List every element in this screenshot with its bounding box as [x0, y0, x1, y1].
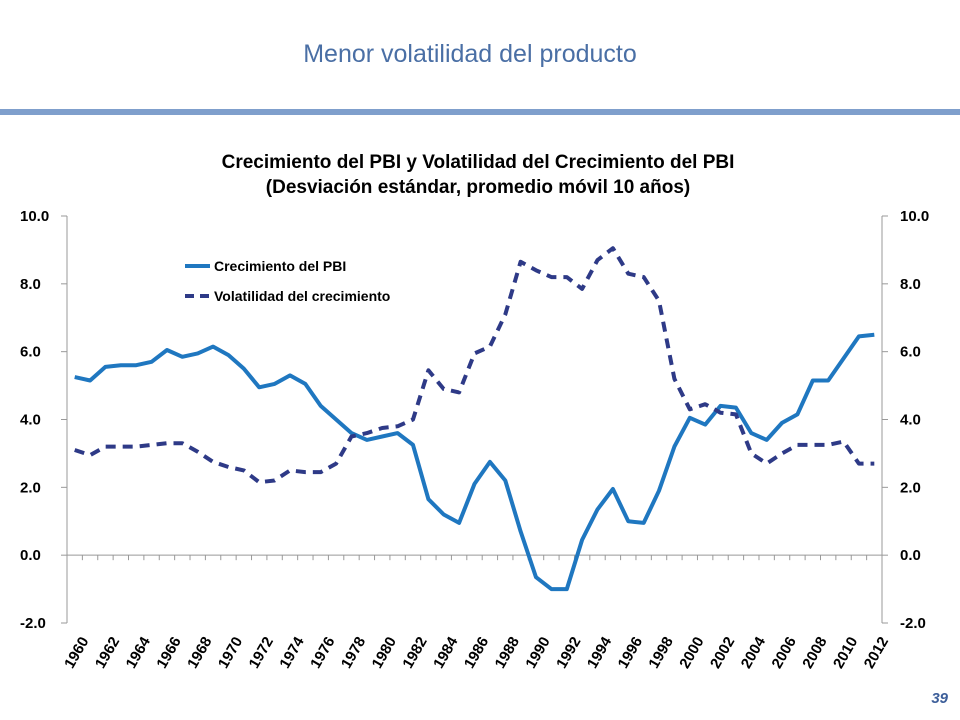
y-tick-label-left: 10.0	[20, 208, 49, 225]
x-tick-label: 1966	[153, 634, 184, 671]
y-tick-label-right: 4.0	[900, 412, 921, 429]
x-tick-label: 1992	[553, 634, 584, 671]
title-divider	[0, 109, 960, 115]
page-number: 39	[931, 690, 948, 707]
x-tick-label: 1986	[461, 634, 492, 671]
x-tick-label: 1968	[184, 634, 215, 671]
legend-label: Volatilidad del crecimiento	[214, 288, 390, 304]
x-tick-label: 1980	[369, 634, 400, 671]
x-tick-label: 1970	[215, 634, 246, 671]
y-tick-label-right: 2.0	[900, 479, 921, 496]
chart-title-line-2: (Desviación estándar, promedio móvil 10 …	[266, 177, 690, 198]
series-line-volatilidad	[74, 246, 875, 485]
series-line-crecimiento	[74, 332, 875, 592]
x-tick-label: 1982	[399, 634, 430, 671]
x-tick-label: 1964	[123, 633, 155, 671]
y-tick-label-left: 8.0	[20, 276, 41, 293]
x-tick-label: 2000	[676, 634, 707, 671]
y-tick-label-left: 4.0	[20, 412, 41, 429]
x-tick-label: 1984	[430, 633, 462, 671]
y-tick-label-right: 8.0	[900, 276, 921, 293]
x-tick-label: 2002	[707, 634, 738, 671]
x-tick-label: 2008	[799, 634, 830, 671]
y-tick-label-left: 2.0	[20, 479, 41, 496]
y-tick-label-right: 6.0	[900, 344, 921, 361]
x-tick-label: 1962	[92, 634, 123, 671]
x-tick-label: 1972	[246, 634, 277, 671]
chart-title-line-1: Crecimiento del PBI y Volatilidad del Cr…	[222, 152, 735, 173]
x-tick-label: 2010	[830, 634, 861, 671]
x-tick-label: 1988	[492, 634, 523, 671]
x-tick-label: 2004	[738, 633, 770, 671]
x-tick-label: 2012	[861, 634, 892, 671]
x-tick-label: 1994	[584, 633, 616, 671]
y-tick-label-right: 10.0	[900, 208, 929, 225]
x-tick-label: 1990	[522, 634, 553, 671]
y-tick-label-right: 0.0	[900, 547, 921, 564]
y-tick-label-right: -2.0	[900, 615, 926, 632]
y-tick-label-left: 0.0	[20, 547, 41, 564]
x-tick-label: 1996	[615, 634, 646, 671]
x-tick-label: 2006	[768, 634, 799, 671]
y-tick-label-left: 6.0	[20, 344, 41, 361]
slide-title: Menor volatilidad del producto	[303, 40, 637, 68]
x-tick-label: 1974	[276, 633, 308, 671]
x-tick-label: 1978	[338, 634, 369, 671]
x-tick-label: 1998	[645, 634, 676, 671]
legend-label: Crecimiento del PBI	[214, 258, 346, 274]
y-tick-label-left: -2.0	[20, 615, 46, 632]
x-tick-label: 1976	[307, 634, 338, 671]
x-tick-label: 1960	[61, 634, 92, 671]
